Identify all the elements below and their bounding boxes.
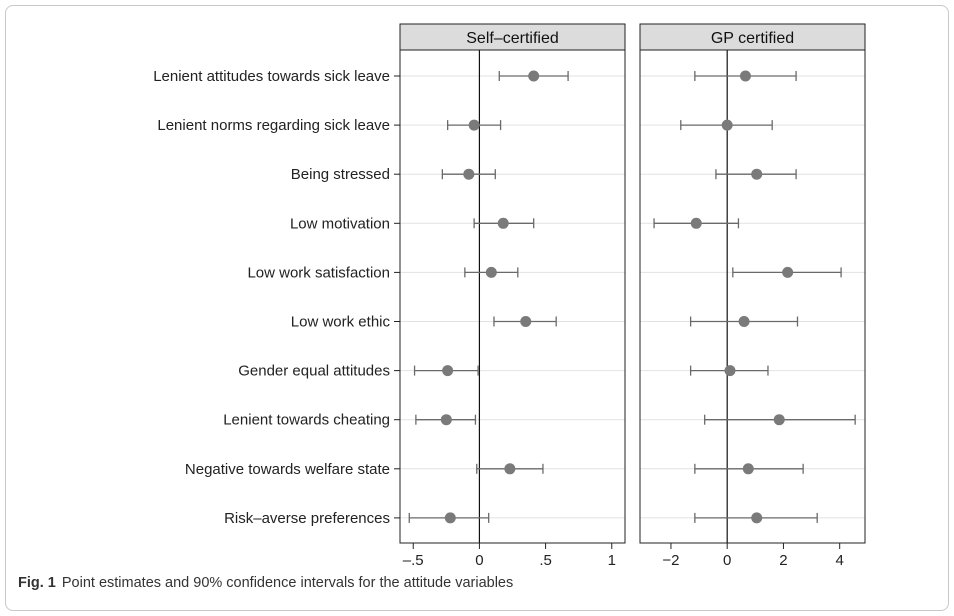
x-tick-label: 0	[723, 552, 731, 569]
point-estimate-low-work-ethic	[520, 316, 532, 327]
point-estimate-risk-averse-preferences	[444, 512, 456, 524]
category-label-negative-towards-welfare-state: Negative towards welfare state	[185, 461, 390, 478]
coefficient-plot: Lenient attitudes towards sick leave Leni…	[153, 23, 866, 569]
category-label-lenient-towards-cheating: Lenient towards cheating	[223, 412, 390, 429]
panel-frame	[399, 49, 626, 544]
category-label-lenient-norms-regarding-sick-leave: Lenient norms regarding sick leave	[157, 117, 390, 134]
point-estimate-low-work-satisfaction	[782, 266, 794, 278]
panel-header	[639, 23, 866, 51]
x-tick-label: 0	[475, 552, 483, 569]
category-label-risk-averse-preferences: Risk–averse preferences	[224, 510, 390, 527]
point-estimate-being-stressed	[751, 168, 763, 180]
category-label-being-stressed: Being stressed	[291, 166, 390, 183]
point-estimate-low-work-satisfaction	[485, 266, 497, 278]
panel-title: GP certified	[711, 30, 794, 47]
point-estimate-lenient-norms-regarding-sick-leave	[721, 119, 733, 131]
point-estimate-negative-towards-welfare-state	[742, 463, 754, 475]
category-label-low-work-ethic: Low work ethic	[291, 314, 391, 331]
x-tick-label: .5	[539, 552, 552, 569]
panel-title: Self–certified	[466, 30, 559, 47]
panel-self-certified: Self–certified –.5 0 .5 1	[399, 23, 626, 569]
x-tick-label: 1	[608, 552, 616, 569]
point-estimate-lenient-towards-cheating	[440, 414, 452, 426]
point-estimate-low-motivation	[497, 217, 509, 229]
panel-gp-certified: GP certified −2 0 2 4	[639, 23, 866, 569]
caption-text: Point estimates and 90% confidence inter…	[61, 575, 514, 591]
x-tick-label: 4	[836, 552, 844, 569]
panel-header	[399, 23, 626, 51]
point-estimate-negative-towards-welfare-state	[504, 463, 516, 475]
x-tick-label: –.5	[403, 552, 424, 569]
caption-label: Fig. 1	[18, 575, 56, 591]
figure-caption: Fig. 1 Point estimates and 90% confidence…	[18, 575, 513, 591]
point-estimate-low-work-ethic	[738, 316, 750, 327]
category-label-lenient-attitudes-towards-sick-leave: Lenient attitudes towards sick leave	[153, 68, 390, 85]
point-estimate-lenient-attitudes-towards-sick-leave	[739, 70, 751, 82]
point-estimate-gender-equal-attitudes	[724, 365, 736, 377]
point-estimate-risk-averse-preferences	[751, 512, 763, 524]
category-label-gender-equal-attitudes: Gender equal attitudes	[238, 363, 390, 380]
category-label-low-work-satisfaction: Low work satisfaction	[247, 264, 390, 281]
point-estimate-lenient-norms-regarding-sick-leave	[468, 119, 480, 131]
x-tick-label: −2	[662, 552, 679, 569]
point-estimate-lenient-towards-cheating	[773, 414, 785, 426]
point-estimate-low-motivation	[690, 217, 702, 229]
point-estimate-gender-equal-attitudes	[442, 365, 454, 377]
point-estimate-lenient-attitudes-towards-sick-leave	[528, 70, 540, 82]
category-label-low-motivation: Low motivation	[290, 215, 390, 232]
category-labels: Lenient attitudes towards sick leave Leni…	[153, 68, 400, 527]
figure-frame	[5, 5, 949, 611]
panel-frame	[639, 49, 866, 544]
x-tick-label: 2	[779, 552, 787, 569]
point-estimate-being-stressed	[463, 168, 475, 180]
